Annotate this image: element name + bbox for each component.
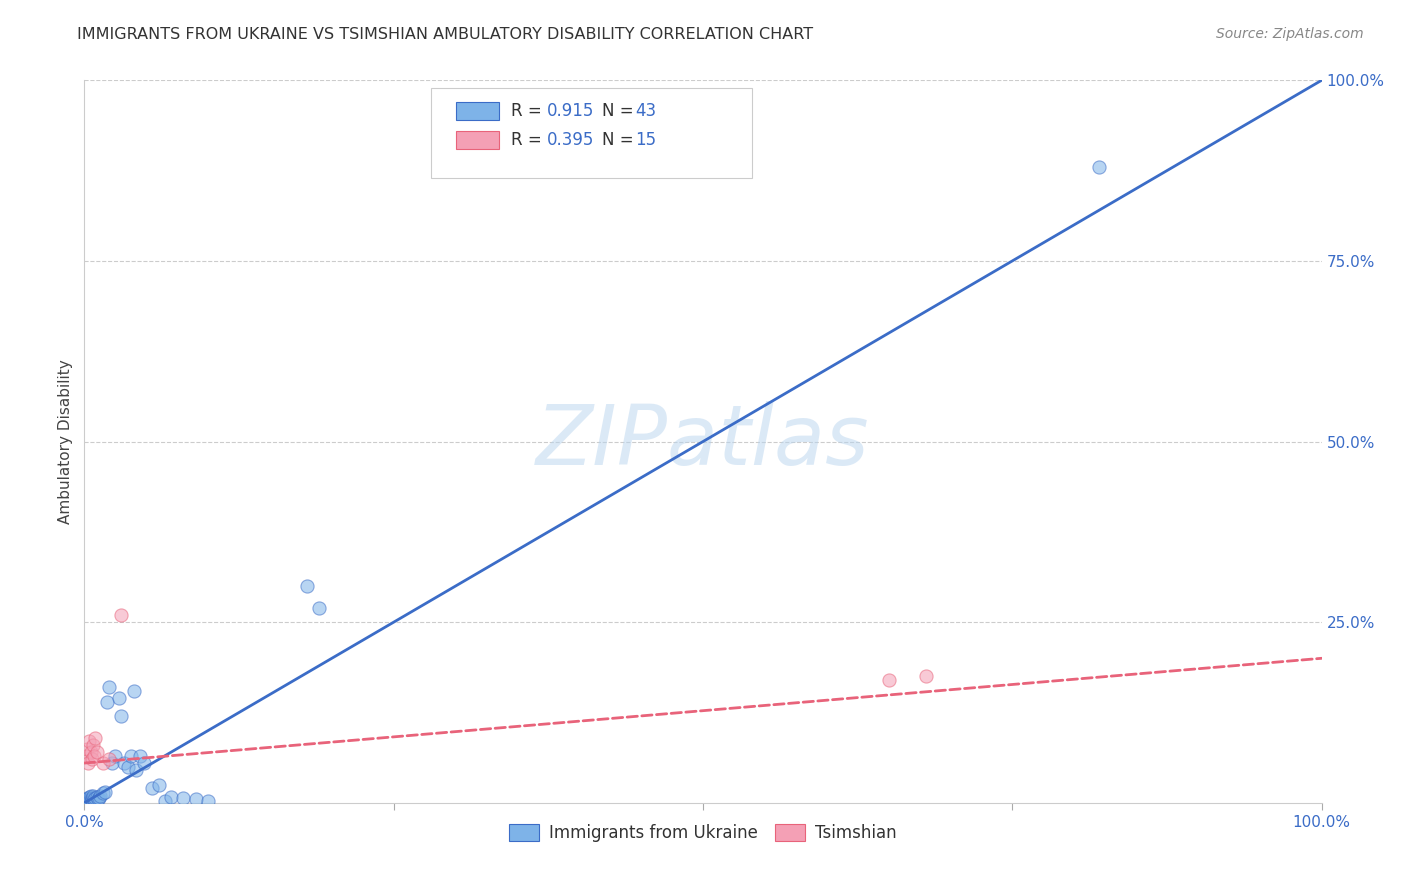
Legend: Immigrants from Ukraine, Tsimshian: Immigrants from Ukraine, Tsimshian — [503, 817, 903, 848]
Point — [153, 794, 176, 808]
Point — [91, 786, 114, 800]
Text: 0.915: 0.915 — [547, 103, 595, 120]
Point — [877, 673, 900, 687]
Point — [197, 794, 219, 808]
Point — [112, 756, 135, 770]
Point — [79, 745, 101, 759]
Point — [84, 790, 107, 805]
Text: IMMIGRANTS FROM UKRAINE VS TSIMSHIAN AMBULATORY DISABILITY CORRELATION CHART: IMMIGRANTS FROM UKRAINE VS TSIMSHIAN AMB… — [77, 27, 814, 42]
Text: N =: N = — [602, 131, 638, 149]
Point — [110, 607, 132, 622]
Point — [160, 790, 183, 805]
Point — [82, 789, 104, 803]
Text: R =: R = — [512, 131, 547, 149]
Point — [75, 748, 97, 763]
Text: 43: 43 — [636, 103, 657, 120]
Point — [100, 756, 122, 770]
Point — [96, 695, 118, 709]
Point — [83, 792, 105, 806]
Point — [86, 745, 108, 759]
Text: 0.395: 0.395 — [547, 131, 595, 149]
Text: 15: 15 — [636, 131, 657, 149]
Point — [76, 741, 98, 756]
Point — [125, 764, 148, 778]
Point — [129, 748, 152, 763]
Point — [172, 790, 194, 805]
Point — [98, 680, 121, 694]
Point — [79, 792, 101, 806]
Point — [77, 756, 100, 770]
Point — [120, 748, 142, 763]
Point — [79, 734, 101, 748]
Point — [108, 691, 131, 706]
Point — [76, 792, 98, 806]
Point — [98, 752, 121, 766]
Point — [80, 752, 103, 766]
Point — [184, 792, 207, 806]
Point — [295, 579, 318, 593]
Point — [94, 785, 117, 799]
Point — [89, 789, 111, 803]
FancyBboxPatch shape — [456, 131, 499, 149]
Point — [82, 738, 104, 752]
Point — [104, 748, 127, 763]
Point — [87, 792, 110, 806]
Point — [117, 760, 139, 774]
Point — [77, 793, 100, 807]
Point — [308, 600, 330, 615]
Point — [79, 790, 101, 805]
Point — [80, 790, 103, 805]
Point — [89, 791, 111, 805]
Point — [110, 709, 132, 723]
Text: Source: ZipAtlas.com: Source: ZipAtlas.com — [1216, 27, 1364, 41]
Point — [79, 789, 101, 804]
Point — [75, 792, 97, 806]
Point — [914, 669, 936, 683]
Point — [148, 778, 170, 792]
Point — [83, 748, 105, 763]
Point — [82, 791, 104, 805]
Point — [141, 781, 163, 796]
FancyBboxPatch shape — [430, 87, 752, 178]
Point — [91, 756, 114, 770]
Point — [122, 683, 145, 698]
Point — [84, 731, 107, 745]
Y-axis label: Ambulatory Disability: Ambulatory Disability — [58, 359, 73, 524]
Point — [86, 790, 108, 805]
Point — [77, 790, 100, 805]
Text: R =: R = — [512, 103, 547, 120]
Point — [80, 793, 103, 807]
Point — [79, 794, 101, 808]
FancyBboxPatch shape — [456, 102, 499, 120]
Text: ZIPatlas: ZIPatlas — [536, 401, 870, 482]
Point — [132, 756, 155, 770]
Text: N =: N = — [602, 103, 638, 120]
Point — [1088, 160, 1111, 174]
